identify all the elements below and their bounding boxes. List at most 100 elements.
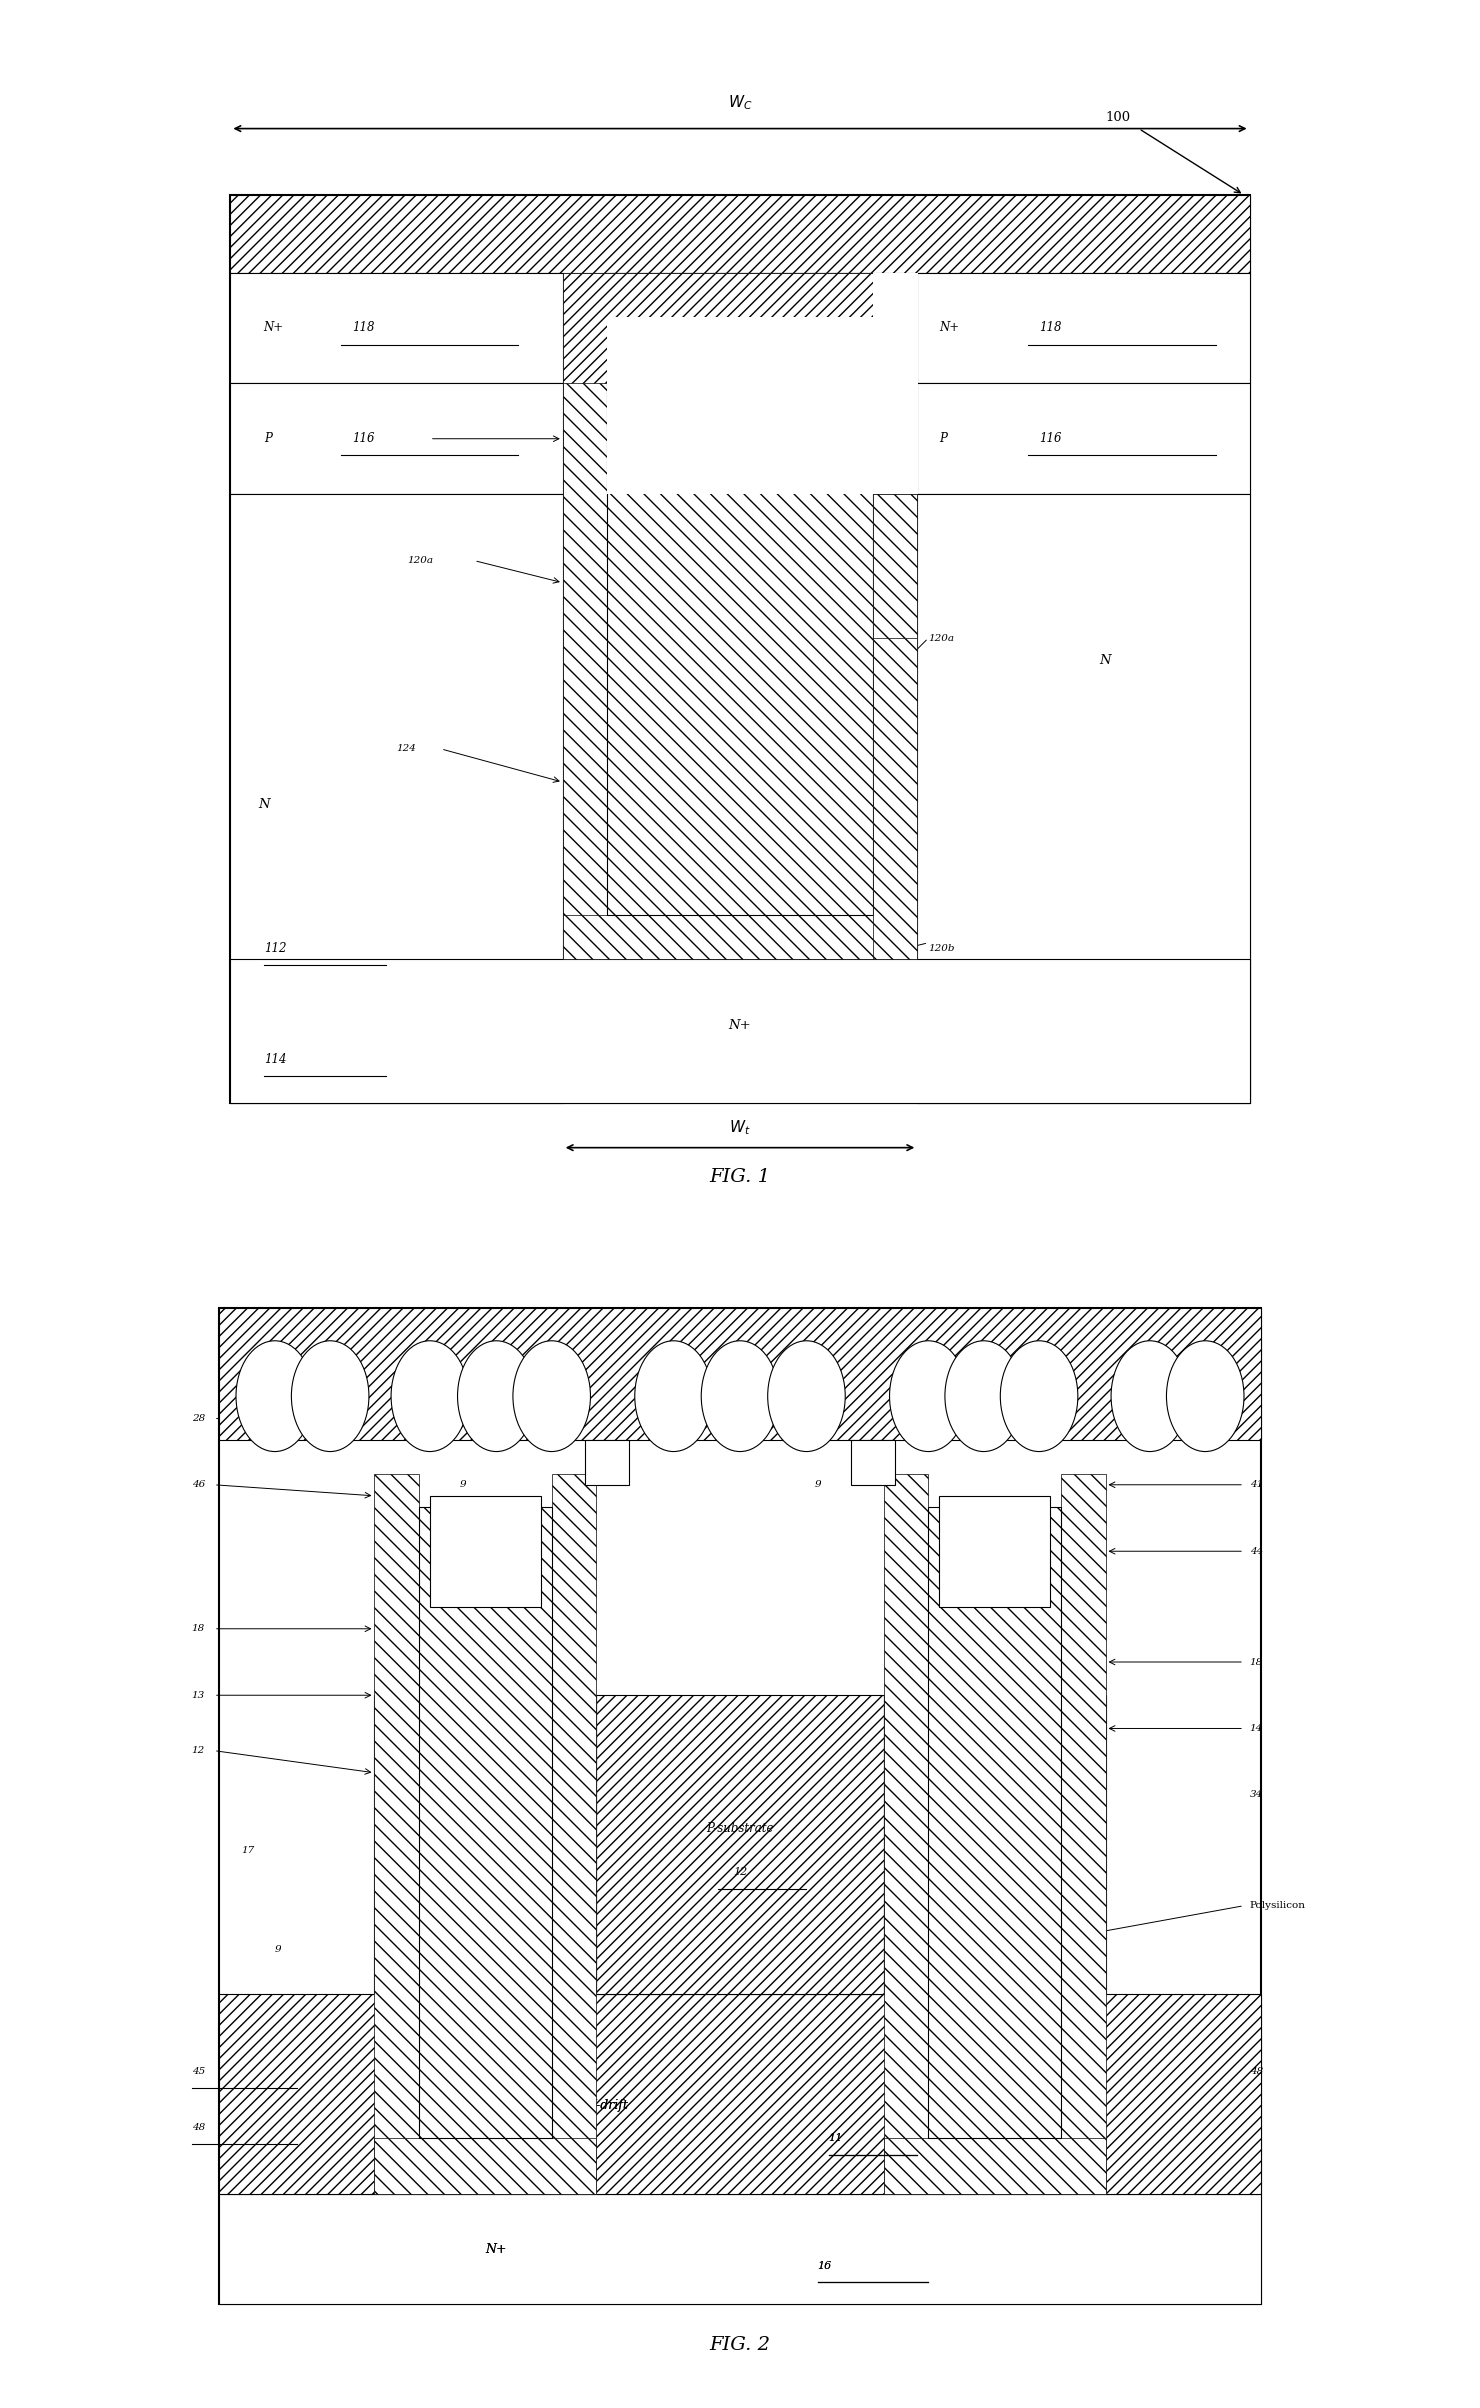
Bar [562,915,918,958]
Ellipse shape [1166,1341,1245,1452]
Ellipse shape [635,1341,712,1452]
Ellipse shape [514,1341,591,1452]
Text: 20: 20 [1249,1413,1262,1423]
Bar [374,1474,419,2194]
Bar [219,2194,1261,2304]
Text: 120a: 120a [407,556,434,566]
Ellipse shape [391,1341,469,1452]
Text: 14: 14 [1249,1724,1262,1734]
Text: 114: 114 [263,1052,286,1064]
Ellipse shape [702,1341,778,1452]
Bar [596,1695,884,1994]
Bar [231,383,562,494]
Text: 18: 18 [1249,1657,1262,1666]
Text: 9: 9 [460,1481,466,1488]
Bar [585,1440,629,1486]
Text: 116: 116 [352,433,374,445]
Text: P: P [940,433,947,445]
Text: 118: 118 [352,323,374,335]
Text: $W_C$: $W_C$ [728,94,752,111]
Text: 9: 9 [275,1946,281,1955]
Ellipse shape [944,1341,1023,1452]
Text: 48: 48 [1249,2068,1262,2076]
Text: 1: 1 [629,718,635,725]
Bar [231,958,1249,1103]
Ellipse shape [768,1341,845,1452]
Bar [231,195,1249,272]
Text: 112: 112 [263,942,286,954]
Text: 12: 12 [733,1869,747,1878]
Bar [231,272,562,383]
Text: 116: 116 [1039,433,1061,445]
Bar [918,383,1249,494]
Text: 16: 16 [817,2261,832,2271]
Bar [219,1994,1261,2194]
Text: P-substrate: P-substrate [706,1823,774,1835]
Text: N+: N+ [728,1019,752,1033]
Text: 39: 39 [1249,1336,1262,1346]
Bar [873,494,918,958]
Bar [374,2138,596,2194]
Text: 124: 124 [397,744,416,754]
Text: 45: 45 [192,2068,204,2076]
Bar [607,272,873,915]
Text: T: T [596,698,604,710]
Text: 100: 100 [1106,111,1131,123]
Text: N-drift: N-drift [586,2100,629,2112]
Text: N+: N+ [263,323,284,335]
Bar [873,494,918,638]
Bar [1061,1474,1106,2194]
Bar [231,195,1249,1103]
Bar [851,1440,895,1486]
Bar [552,1474,596,2194]
Ellipse shape [1000,1341,1077,1452]
Text: 120b: 120b [928,944,955,954]
Text: N+: N+ [463,1546,482,1556]
Text: 11: 11 [829,2133,844,2143]
Text: 41: 41 [1249,1481,1262,1488]
Text: 13: 13 [192,1690,204,1700]
Text: $W_t$: $W_t$ [730,1117,750,1137]
Bar [419,1507,552,2138]
Text: N+: N+ [485,2242,508,2256]
Text: 46: 46 [192,1481,204,1488]
Bar [884,1474,928,2194]
Text: 126: 126 [873,523,892,532]
Bar [562,272,918,383]
Bar [918,494,1249,1103]
Text: 2: 2 [619,450,625,460]
Text: 16: 16 [817,2261,832,2271]
Text: 12: 12 [192,1746,204,1755]
Bar [219,1308,1261,1440]
Bar [918,272,1249,383]
Text: 11: 11 [829,2133,844,2143]
Ellipse shape [457,1341,536,1452]
Text: 44: 44 [1249,1546,1262,1556]
Ellipse shape [889,1341,966,1452]
Bar [562,272,607,958]
Text: $L_{ch}$: $L_{ch}$ [429,1743,445,1758]
Text: 120a: 120a [928,633,955,643]
Text: N+: N+ [485,2242,508,2256]
Text: P: P [263,433,271,445]
Bar [873,272,918,958]
Ellipse shape [1111,1341,1188,1452]
Bar [884,2138,1106,2194]
Text: N: N [258,797,269,811]
Text: N: N [1100,655,1111,667]
Bar [884,1695,1106,1994]
Bar [607,318,873,494]
Text: FIG. 1: FIG. 1 [709,1168,771,1187]
Text: 9: 9 [814,1481,821,1488]
Bar [928,1507,1061,2138]
Bar [940,1495,1051,1606]
Text: Polysilicon: Polysilicon [1249,1902,1305,1910]
Text: FIG. 2: FIG. 2 [709,2336,771,2355]
Text: N+: N+ [940,323,959,335]
Ellipse shape [235,1341,314,1452]
Text: 17: 17 [241,1847,255,1854]
Bar [374,1695,596,1994]
Bar [231,494,562,1103]
Bar [873,272,918,494]
Bar [429,1495,540,1606]
